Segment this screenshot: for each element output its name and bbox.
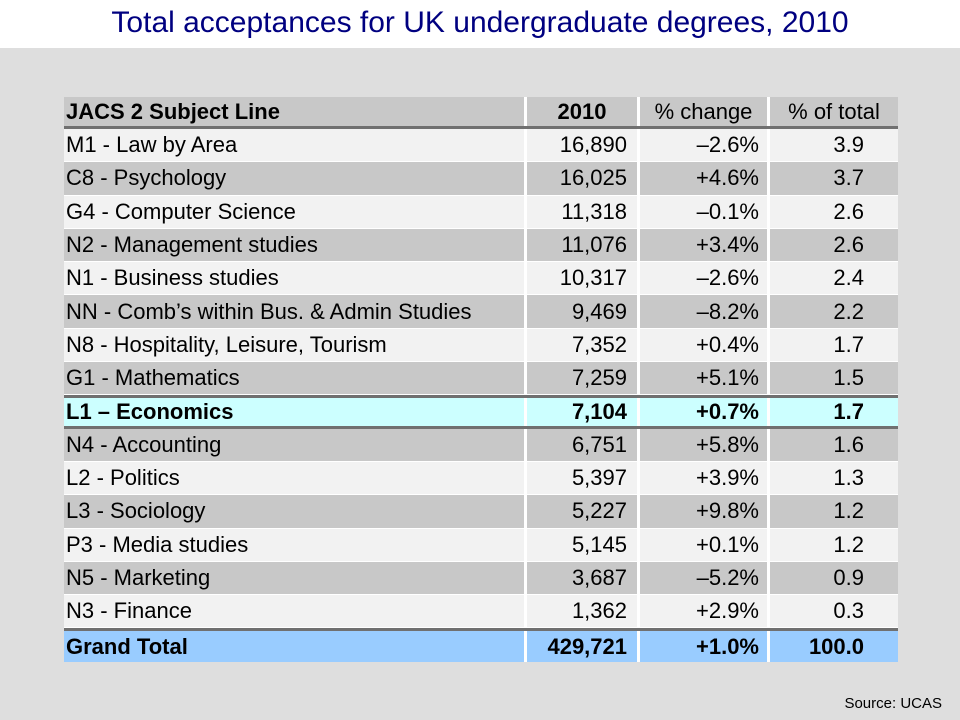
cell-subject: P3 - Media studies [66, 531, 249, 557]
table-row: L3 - Sociology 5,227 +9.8% 1.2 [64, 495, 898, 529]
source-note: Source: UCAS [844, 695, 942, 712]
cell-2010: 11,318 [524, 195, 640, 228]
table-row: C8 - Psychology 16,025 +4.6% 3.7 [64, 162, 898, 196]
cell-share: 3.7 [833, 165, 864, 191]
cell-share: 1.7 [833, 331, 864, 357]
cell-2010: 7,352 [524, 328, 640, 362]
cell-change: –2.6% [640, 129, 770, 162]
header-share: % of total [788, 98, 880, 124]
cell-change: +4.6% [640, 162, 770, 195]
table-row: N5 - Marketing 3,687 –5.2% 0.9 [64, 561, 898, 596]
grand-total-row: Grand Total 429,721 +1.0% 100.0 [64, 628, 898, 662]
cell-share: 1.7 [833, 399, 864, 425]
acceptances-table: JACS 2 Subject Line 2010 % change % of t… [64, 97, 898, 662]
cell-change: –5.2% [640, 561, 770, 595]
cell-change: +2.9% [640, 595, 770, 628]
cell-subject: C8 - Psychology [66, 165, 227, 191]
cell-subject: N3 - Finance [66, 598, 192, 624]
header-2010: 2010 [524, 97, 640, 126]
cell-share: 3.9 [833, 132, 864, 158]
cell-change: +5.1% [640, 362, 770, 395]
table-row: M1 - Law by Area 16,890 –2.6% 3.9 [64, 129, 898, 163]
cell-subject: N2 - Management studies [66, 232, 318, 258]
cell-share: 1.6 [833, 431, 864, 457]
cell-change: +3.4% [640, 228, 770, 262]
cell-change: +9.8% [640, 495, 770, 528]
cell-2010: 1,362 [524, 595, 640, 628]
cell-subject: N1 - Business studies [66, 265, 279, 291]
cell-change: +0.7% [640, 398, 770, 426]
cell-change: +0.1% [640, 528, 770, 561]
table-row: N3 - Finance 1,362 +2.9% 0.3 [64, 595, 898, 629]
table-row: N2 - Management studies 11,076 +3.4% 2.6 [64, 228, 898, 263]
cell-subject: G1 - Mathematics [66, 365, 240, 391]
cell-subject: M1 - Law by Area [66, 132, 238, 158]
cell-change: –0.1% [640, 195, 770, 228]
cell-share: 0.3 [833, 598, 864, 624]
cell-change: –2.6% [640, 262, 770, 295]
table-row: N4 - Accounting 6,751 +5.8% 1.6 [64, 428, 898, 462]
cell-subject: G4 - Computer Science [66, 198, 296, 224]
total-change: +1.0% [640, 631, 770, 662]
total-subject: Grand Total [66, 633, 188, 659]
total-share: 100.0 [808, 633, 864, 659]
cell-change: +0.4% [640, 328, 770, 362]
cell-2010: 16,890 [524, 129, 640, 162]
cell-subject: N4 - Accounting [66, 431, 222, 457]
cell-share: 1.2 [833, 531, 864, 557]
cell-share: 2.6 [833, 198, 864, 224]
cell-share: 1.5 [833, 365, 864, 391]
cell-2010: 7,259 [524, 362, 640, 395]
cell-change: +5.8% [640, 428, 770, 461]
cell-share: 0.9 [833, 565, 864, 590]
table-row: L1 – Economics 7,104 +0.7% 1.7 [64, 395, 898, 429]
header-subject: JACS 2 Subject Line [66, 98, 280, 124]
cell-2010: 16,025 [524, 162, 640, 195]
table-row: G4 - Computer Science 11,318 –0.1% 2.6 [64, 195, 898, 229]
cell-2010: 6,751 [524, 428, 640, 461]
cell-2010: 10,317 [524, 262, 640, 295]
table-row: N1 - Business studies 10,317 –2.6% 2.4 [64, 262, 898, 296]
cell-subject: L2 - Politics [66, 465, 180, 491]
table-row: N8 - Hospitality, Leisure, Tourism 7,352 +… [64, 328, 898, 363]
cell-subject: L3 - Sociology [66, 498, 206, 524]
table-header-row: JACS 2 Subject Line 2010 % change % of t… [64, 97, 898, 129]
cell-2010: 9,469 [524, 295, 640, 328]
cell-subject: N8 - Hospitality, Leisure, Tourism [66, 331, 387, 357]
cell-share: 2.4 [833, 265, 864, 291]
cell-share: 2.6 [833, 232, 864, 258]
cell-2010: 5,227 [524, 495, 640, 528]
cell-2010: 7,104 [524, 398, 640, 426]
cell-change: +3.9% [640, 461, 770, 495]
cell-subject: L1 – Economics [66, 399, 234, 425]
table-row: P3 - Media studies 5,145 +0.1% 1.2 [64, 528, 898, 562]
slide-title: Total acceptances for UK undergraduate d… [0, 0, 960, 48]
table-row: NN - Comb’s within Bus. & Admin Studies 9… [64, 295, 898, 329]
cell-share: 2.2 [833, 298, 864, 324]
cell-2010: 5,145 [524, 528, 640, 561]
cell-2010: 3,687 [524, 561, 640, 595]
total-2010: 429,721 [524, 631, 640, 662]
table-row: G1 - Mathematics 7,259 +5.1% 1.5 [64, 362, 898, 396]
cell-subject: N5 - Marketing [66, 565, 211, 590]
cell-share: 1.3 [833, 465, 864, 491]
cell-change: –8.2% [640, 295, 770, 328]
cell-share: 1.2 [833, 498, 864, 524]
table-row: L2 - Politics 5,397 +3.9% 1.3 [64, 461, 898, 496]
cell-2010: 11,076 [524, 228, 640, 262]
cell-2010: 5,397 [524, 461, 640, 495]
cell-subject: NN - Comb’s within Bus. & Admin Studies [66, 298, 472, 324]
header-change: % change [640, 97, 770, 126]
